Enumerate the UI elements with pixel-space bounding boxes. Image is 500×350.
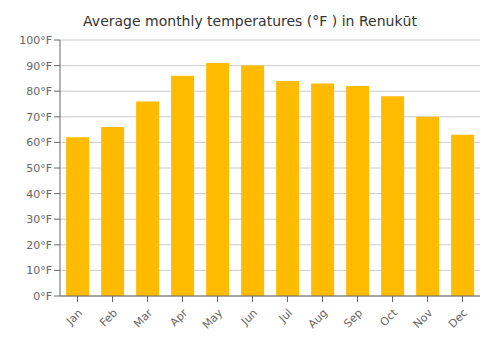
svg-text:Jul: Jul — [276, 306, 295, 325]
svg-text:70°F: 70°F — [26, 111, 52, 124]
svg-text:90°F: 90°F — [26, 60, 52, 73]
svg-text:0°F: 0°F — [33, 290, 52, 303]
svg-text:Sep: Sep — [341, 306, 365, 330]
svg-text:Aug: Aug — [306, 306, 330, 330]
html-text:Average monthly temperatures (: Average monthly temperatures (°F ) in Re… — [83, 13, 417, 29]
svg-text:40°F: 40°F — [26, 188, 52, 201]
svg-text:Jan: Jan — [63, 306, 85, 328]
svg-text:Dec: Dec — [446, 306, 470, 330]
svg-text:20°F: 20°F — [26, 239, 52, 252]
svg-text:50°F: 50°F — [26, 162, 52, 175]
svg-text:60°F: 60°F — [26, 136, 52, 149]
svg-text:May: May — [200, 306, 226, 332]
svg-text:80°F: 80°F — [26, 85, 52, 98]
svg-text:100°F: 100°F — [19, 34, 52, 47]
svg-text:Apr: Apr — [167, 306, 190, 329]
svg-text:30°F: 30°F — [26, 213, 52, 226]
svg-text:Jun: Jun — [238, 306, 260, 328]
svg-text:10°F: 10°F — [26, 264, 52, 277]
svg-text:Mar: Mar — [131, 306, 155, 330]
svg-text:Feb: Feb — [97, 306, 120, 329]
svg-text:Oct: Oct — [377, 306, 400, 329]
svg-text:Nov: Nov — [411, 306, 436, 331]
